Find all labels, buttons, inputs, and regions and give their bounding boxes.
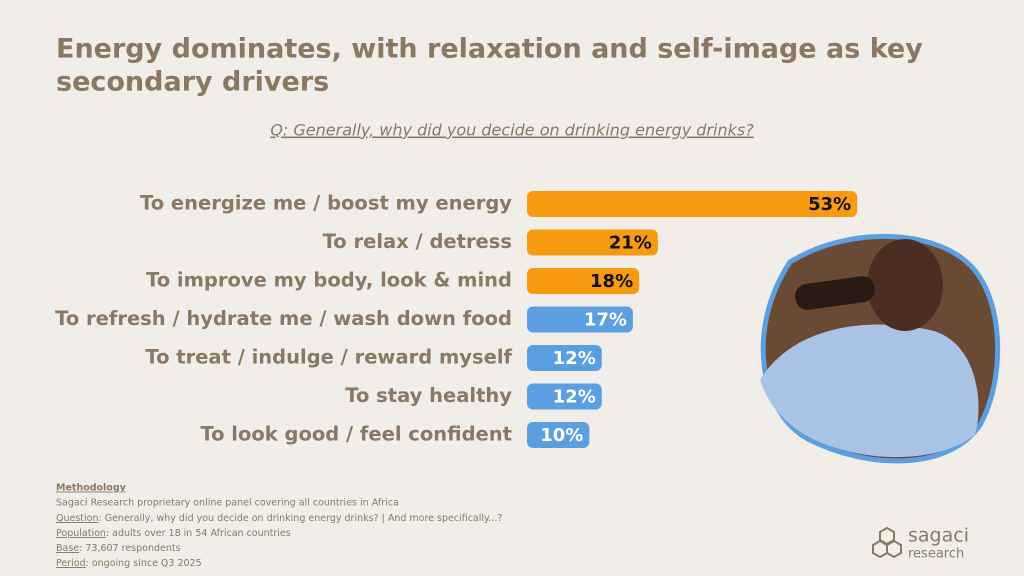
logo-text: research bbox=[908, 547, 964, 562]
bar bbox=[527, 383, 602, 410]
value-label: 18% bbox=[590, 271, 633, 292]
category-label: To energize me / boost my energy bbox=[140, 192, 512, 215]
bar bbox=[527, 191, 858, 217]
item-label: Population bbox=[56, 528, 106, 539]
category-label: To look good / feel confident bbox=[200, 423, 512, 446]
category-label: To stay healthy bbox=[345, 384, 512, 407]
methodology: Methodology Sagaci Research proprietary … bbox=[56, 483, 502, 569]
item-text: : adults over 18 in 54 African countries bbox=[106, 528, 291, 539]
methodology-item: Period: ongoing since Q3 2025 bbox=[56, 558, 202, 569]
methodology-item: Population: adults over 18 in 54 African… bbox=[56, 528, 291, 539]
methodology-heading: Methodology bbox=[56, 483, 127, 494]
title-line: Energy dominates, with relaxation and se… bbox=[56, 34, 923, 65]
value-label: 17% bbox=[584, 310, 627, 331]
question: Q: Generally, why did you decide on drin… bbox=[270, 121, 754, 140]
methodology-item: Question: Generally, why did you decide … bbox=[56, 513, 502, 524]
title-line: secondary drivers bbox=[56, 67, 329, 98]
bar bbox=[527, 306, 633, 333]
category-label: To treat / indulge / reward myself bbox=[145, 346, 512, 369]
photo bbox=[760, 233, 1001, 464]
bottle bbox=[795, 276, 875, 310]
item-text: : ongoing since Q3 2025 bbox=[86, 558, 202, 569]
logo-text: sagaci bbox=[908, 525, 969, 547]
shirt bbox=[760, 324, 979, 458]
bar bbox=[527, 229, 658, 256]
bar bbox=[527, 422, 590, 448]
logo: sagaci research bbox=[872, 525, 969, 562]
bar bbox=[527, 268, 640, 294]
item-label: Question bbox=[56, 513, 99, 524]
category-label: To improve my body, look & mind bbox=[146, 269, 512, 292]
bar bbox=[527, 345, 602, 371]
value-label: 21% bbox=[609, 233, 652, 254]
item-label: Period bbox=[56, 558, 86, 569]
methodology-item: Base: 73,607 respondents bbox=[56, 543, 181, 554]
category-label: To refresh / hydrate me / wash down food bbox=[55, 307, 512, 330]
value-label: 53% bbox=[808, 194, 851, 215]
methodology-intro: Sagaci Research proprietary online panel… bbox=[56, 498, 399, 509]
item-text: : 73,607 respondents bbox=[79, 543, 180, 554]
value-label: 12% bbox=[553, 348, 596, 369]
value-label: 12% bbox=[553, 387, 596, 408]
value-label: 10% bbox=[540, 425, 583, 446]
item-label: Base bbox=[56, 543, 79, 554]
bar-chart: To energize me / boost my energy 53% To re… bbox=[55, 191, 858, 448]
item-text: : Generally, why did you decide on drink… bbox=[99, 513, 503, 524]
head bbox=[867, 239, 943, 331]
category-label: To relax / detress bbox=[323, 230, 512, 253]
